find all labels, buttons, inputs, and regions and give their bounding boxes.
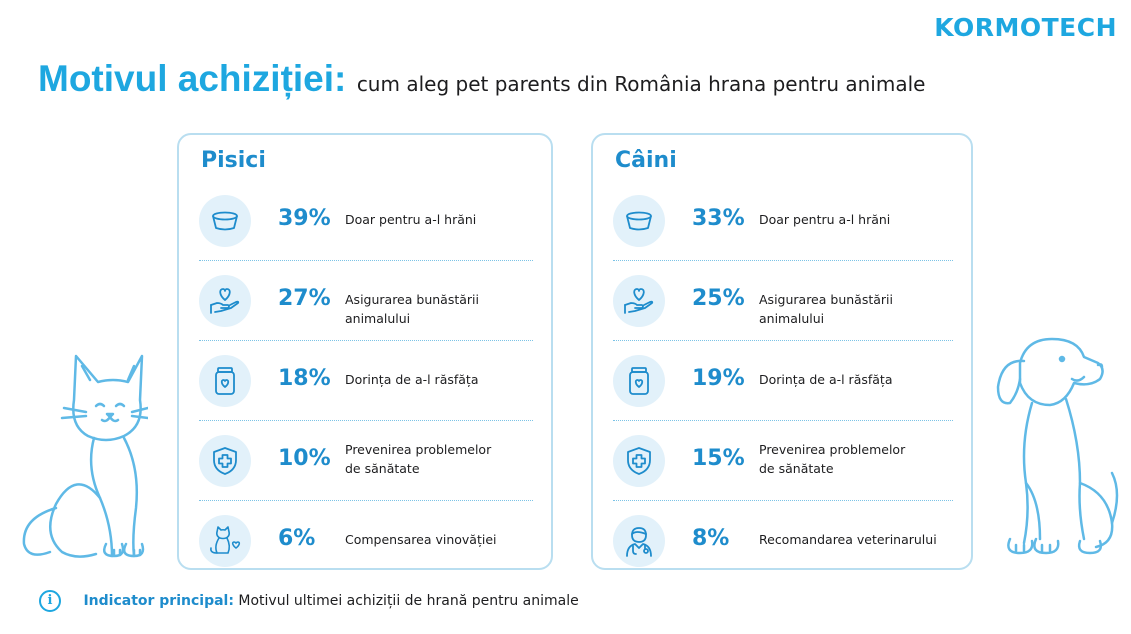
percentage-value: 8%: [692, 526, 730, 551]
food-bowl-icon: [613, 195, 665, 247]
percentage-value: 39%: [278, 206, 331, 231]
reason-label-line: Prevenirea problemelor: [345, 442, 492, 457]
footer-label: Indicator principal:: [83, 593, 234, 609]
reason-label: Doar pentru a-l hrăni: [759, 210, 959, 229]
reason-label-line: Recomandarea veterinarului: [759, 532, 937, 547]
reason-label-line: de sănătate: [759, 461, 834, 476]
treat-jar-icon: [613, 355, 665, 407]
veterinarian-icon: [613, 515, 665, 567]
page-subtitle: cum aleg pet parents din România hrana p…: [356, 72, 926, 96]
cats-card-title: Pisici: [201, 148, 266, 173]
row-divider: [613, 340, 953, 341]
percentage-value: 33%: [692, 206, 745, 231]
reason-label-line: Compensarea vinovăției: [345, 532, 497, 547]
reason-label: Dorința de a-l răsfăța: [345, 370, 545, 389]
info-icon: i: [39, 590, 61, 612]
table-row: 33% Doar pentru a-l hrăni: [593, 181, 971, 261]
cat-illustration-icon: [22, 354, 148, 558]
table-row: 10% Prevenirea problemelor de sănătate: [179, 421, 551, 501]
table-row: 39% Doar pentru a-l hrăni: [179, 181, 551, 261]
footer-note: i Indicator principal: Motivul ultimei a…: [39, 590, 579, 612]
row-divider: [199, 420, 533, 421]
page-header: Motivul achiziției: cum aleg pet parents…: [38, 58, 925, 100]
percentage-value: 6%: [278, 526, 316, 551]
table-row: 15% Prevenirea problemelor de sănătate: [593, 421, 971, 501]
row-divider: [199, 340, 533, 341]
cat-heart-icon: [199, 515, 251, 567]
row-divider: [613, 420, 953, 421]
reason-label: Recomandarea veterinarului: [759, 530, 959, 549]
page-title: Motivul achiziției:: [38, 58, 347, 99]
percentage-value: 27%: [278, 286, 331, 311]
footer-text: Motivul ultimei achiziții de hrană pentr…: [238, 593, 579, 609]
table-row: 18% Dorința de a-l răsfăța: [179, 341, 551, 421]
health-shield-icon: [613, 435, 665, 487]
health-shield-icon: [199, 435, 251, 487]
row-divider: [199, 260, 533, 261]
reason-label-line: Doar pentru a-l hrăni: [759, 212, 891, 227]
row-divider: [613, 260, 953, 261]
table-row: 8% Recomandarea veterinarului: [593, 501, 971, 581]
reason-label-line: Doar pentru a-l hrăni: [345, 212, 477, 227]
percentage-value: 15%: [692, 446, 745, 471]
cats-card: Pisici 39% Doar pentru a-l hrăni 27% Asigur…: [177, 133, 553, 570]
percentage-value: 25%: [692, 286, 745, 311]
reason-label-line: Prevenirea problemelor: [759, 442, 906, 457]
reason-label-line: Asigurarea bunăstării animalului: [345, 292, 479, 326]
percentage-value: 10%: [278, 446, 331, 471]
table-row: 25% Asigurarea bunăstării animalului: [593, 261, 971, 341]
heart-hand-icon: [199, 275, 251, 327]
reason-label-line: de sănătate: [345, 461, 420, 476]
food-bowl-icon: [199, 195, 251, 247]
reason-label-line: Asigurarea bunăstării animalului: [759, 292, 893, 326]
brand-logo: KORMOTECH: [934, 13, 1117, 42]
reason-label: Prevenirea problemelor de sănătate: [345, 440, 545, 478]
reason-label: Compensarea vinovăției: [345, 530, 545, 549]
dogs-card-title: Câini: [615, 148, 677, 173]
reason-label: Prevenirea problemelor de sănătate: [759, 440, 959, 478]
percentage-value: 18%: [278, 366, 331, 391]
row-divider: [613, 500, 953, 501]
table-row: 19% Dorința de a-l răsfăța: [593, 341, 971, 421]
percentage-value: 19%: [692, 366, 745, 391]
treat-jar-icon: [199, 355, 251, 407]
reason-label: Asigurarea bunăstării animalului: [759, 290, 959, 328]
table-row: 27% Asigurarea bunăstării animalului: [179, 261, 551, 341]
dog-illustration-icon: [996, 337, 1119, 555]
reason-label-line: Dorința de a-l răsfăța: [759, 372, 893, 387]
reason-label: Doar pentru a-l hrăni: [345, 210, 545, 229]
reason-label: Asigurarea bunăstării animalului: [345, 290, 545, 328]
row-divider: [199, 500, 533, 501]
reason-label: Dorința de a-l răsfăța: [759, 370, 959, 389]
reason-label-line: Dorința de a-l răsfăța: [345, 372, 479, 387]
dogs-card: Câini 33% Doar pentru a-l hrăni 25% Asigura…: [591, 133, 973, 570]
heart-hand-icon: [613, 275, 665, 327]
table-row: 6% Compensarea vinovăției: [179, 501, 551, 581]
